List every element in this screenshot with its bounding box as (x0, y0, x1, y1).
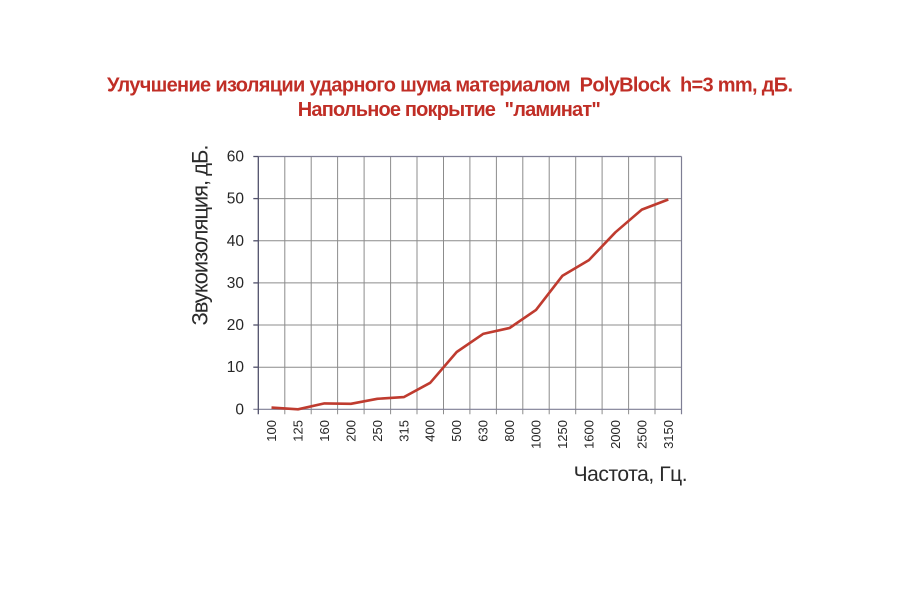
svg-text:20: 20 (227, 317, 245, 334)
svg-text:500: 500 (449, 420, 464, 442)
svg-text:Напольное покрытие "ламинат": Напольное покрытие "ламинат" (298, 99, 601, 121)
svg-text:Звукоизоляция, дБ.: Звукоизоляция, дБ. (188, 145, 213, 326)
svg-text:630: 630 (476, 420, 491, 442)
svg-text:10: 10 (227, 359, 245, 376)
svg-text:1600: 1600 (581, 420, 596, 449)
svg-text:1000: 1000 (529, 420, 544, 449)
svg-text:125: 125 (291, 420, 306, 442)
svg-text:0: 0 (235, 401, 244, 418)
svg-text:40: 40 (227, 233, 245, 250)
svg-text:315: 315 (396, 420, 411, 442)
svg-text:800: 800 (502, 420, 517, 442)
svg-text:Улучшение изоляции ударного шу: Улучшение изоляции ударного шума материа… (107, 74, 793, 96)
svg-text:Частота, Гц.: Частота, Гц. (574, 463, 688, 486)
svg-text:60: 60 (227, 149, 245, 166)
svg-text:160: 160 (317, 420, 332, 442)
svg-text:30: 30 (227, 275, 245, 292)
svg-text:50: 50 (227, 191, 245, 208)
svg-text:200: 200 (343, 420, 358, 442)
svg-text:2500: 2500 (634, 420, 649, 449)
svg-text:2000: 2000 (608, 420, 623, 449)
svg-text:250: 250 (370, 420, 385, 442)
svg-text:100: 100 (264, 420, 279, 442)
svg-text:400: 400 (423, 420, 438, 442)
svg-text:1250: 1250 (555, 420, 570, 449)
svg-text:3150: 3150 (661, 420, 676, 449)
